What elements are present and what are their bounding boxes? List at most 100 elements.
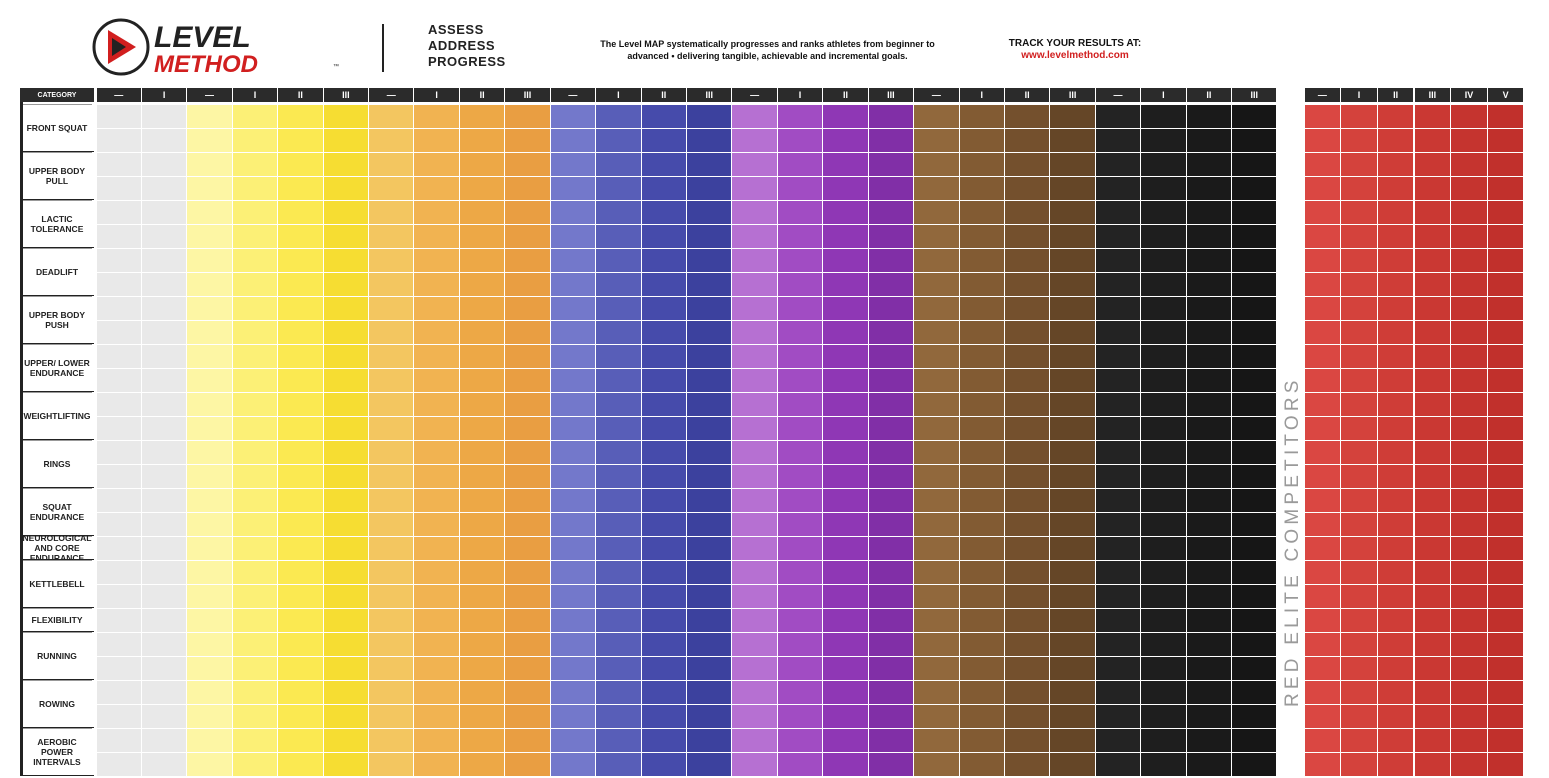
level-cell	[369, 416, 414, 440]
level-cell	[1377, 176, 1414, 200]
level-cell	[141, 560, 187, 584]
level-cell	[1186, 248, 1232, 272]
level-cell	[1341, 440, 1377, 464]
level-cell	[187, 248, 232, 272]
level-cell	[1050, 680, 1095, 704]
level-cell	[1004, 608, 1050, 632]
level-cell	[1141, 704, 1186, 728]
level-cell	[1141, 392, 1186, 416]
level-cell	[1341, 272, 1377, 296]
level-cell	[641, 728, 686, 752]
level-cell	[1487, 296, 1524, 320]
tagline: ASSESS ADDRESS PROGRESS	[428, 22, 538, 70]
level-cell	[96, 680, 141, 704]
level-cell	[459, 704, 505, 728]
level-cell	[1414, 416, 1451, 440]
level-cell	[1414, 128, 1451, 152]
level-cell	[505, 248, 550, 272]
level-cell	[1141, 296, 1186, 320]
track-url[interactable]: www.levelmethod.com	[1021, 50, 1129, 61]
level-cell	[1050, 536, 1095, 560]
level-cell	[1377, 416, 1414, 440]
level-cell	[278, 440, 323, 464]
level-cell	[187, 608, 232, 632]
level-cell	[414, 320, 459, 344]
category-8: SQUAT ENDURANCE	[22, 488, 92, 535]
level-cell	[1004, 200, 1050, 224]
level-cell	[596, 104, 641, 128]
level-cell	[414, 176, 459, 200]
level-cell	[823, 704, 868, 728]
level-cell	[1451, 368, 1487, 392]
category-separator	[20, 295, 94, 296]
track-results: TRACK YOUR RESULTS AT: www.levelmethod.c…	[980, 38, 1170, 61]
level-cell	[1487, 440, 1524, 464]
level-cell	[187, 392, 232, 416]
level-cell	[641, 632, 686, 656]
level-cell	[959, 368, 1004, 392]
level-cell	[459, 416, 505, 440]
level-cell	[459, 632, 505, 656]
level-cell	[141, 608, 187, 632]
level-cell	[414, 536, 459, 560]
level-cell	[1232, 368, 1277, 392]
level-cell	[187, 704, 232, 728]
level-cell	[1341, 200, 1377, 224]
logo-text-method: METHOD	[154, 51, 258, 76]
level-cell	[1141, 656, 1186, 680]
level-cell	[959, 488, 1004, 512]
level-cell	[141, 704, 187, 728]
level-cell	[1141, 320, 1186, 344]
level-cell	[232, 224, 278, 248]
level-header-29: III	[1414, 88, 1451, 102]
level-cell	[96, 512, 141, 536]
level-cell	[232, 728, 278, 752]
level-cell	[1304, 272, 1341, 296]
level-cell	[959, 176, 1004, 200]
level-cell	[278, 512, 323, 536]
level-cell	[1095, 728, 1141, 752]
level-cell	[232, 512, 278, 536]
level-cell	[1414, 392, 1451, 416]
level-cell	[323, 320, 369, 344]
level-cell	[505, 152, 550, 176]
track-title: TRACK YOUR RESULTS AT:	[1008, 38, 1142, 49]
level-cell	[1487, 320, 1524, 344]
level-cell	[1004, 704, 1050, 728]
level-cell	[278, 488, 323, 512]
level-cell	[777, 680, 823, 704]
level-cell	[1414, 608, 1451, 632]
level-cell	[141, 656, 187, 680]
level-cell	[505, 224, 550, 248]
level-cell	[414, 512, 459, 536]
level-cell	[1004, 152, 1050, 176]
level-cell	[1414, 104, 1451, 128]
level-cell	[1232, 440, 1277, 464]
level-cell	[1304, 320, 1341, 344]
level-cell	[550, 608, 596, 632]
level-cell	[823, 248, 868, 272]
level-cell	[732, 176, 777, 200]
level-cell	[232, 296, 278, 320]
level-cell	[1341, 128, 1377, 152]
level-cell	[868, 632, 914, 656]
level-cell	[1232, 560, 1277, 584]
level-cell	[914, 560, 959, 584]
level-cell	[1451, 752, 1487, 776]
level-cell	[777, 464, 823, 488]
level-cell	[596, 680, 641, 704]
level-cell	[1377, 320, 1414, 344]
level-cell	[1004, 104, 1050, 128]
level-cell	[777, 368, 823, 392]
level-cell	[823, 728, 868, 752]
level-cell	[732, 704, 777, 728]
level-header-26: —	[1304, 88, 1341, 102]
level-cell	[369, 296, 414, 320]
level-cell	[732, 344, 777, 368]
level-cell	[1141, 752, 1186, 776]
level-cell	[1095, 584, 1141, 608]
category-separator	[20, 439, 94, 440]
level-cell	[1095, 392, 1141, 416]
level-cell	[959, 248, 1004, 272]
level-header-8: II	[459, 88, 505, 102]
